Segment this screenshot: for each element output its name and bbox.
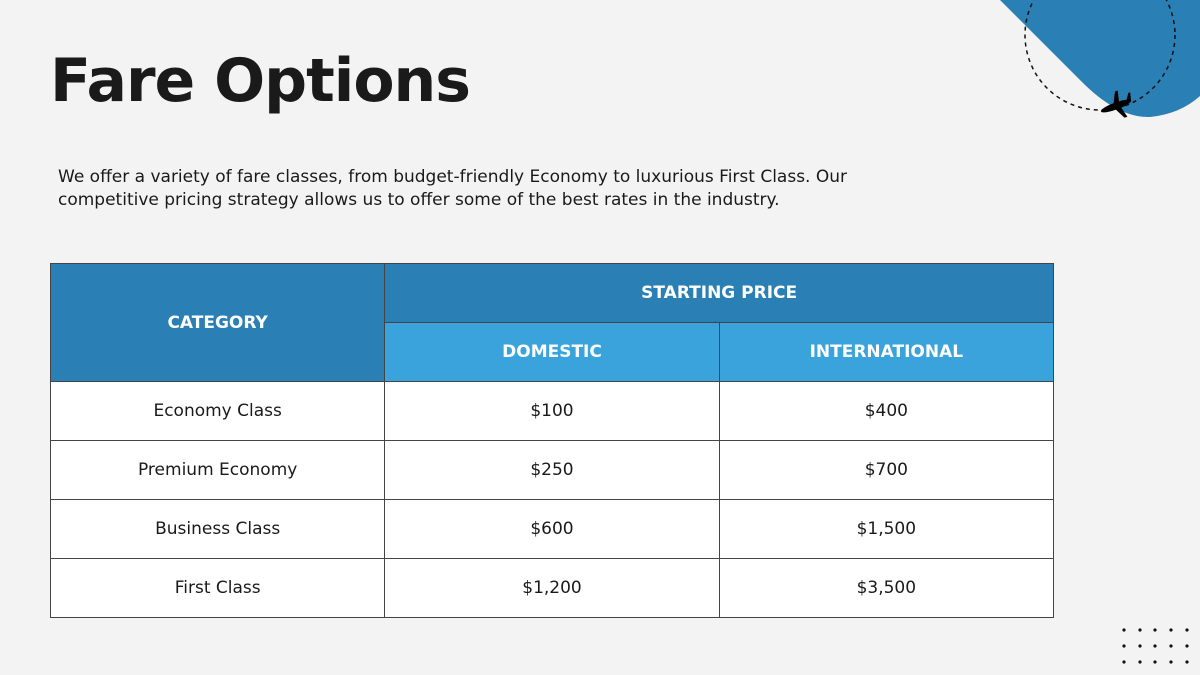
airplane-icon <box>1100 90 1132 118</box>
domestic-price: $250 <box>384 440 720 500</box>
category-cell: Economy Class <box>49 381 386 441</box>
header-international: INTERNATIONAL <box>718 322 1055 382</box>
domestic-price: $1,200 <box>384 558 720 618</box>
header-category: CATEGORY <box>49 263 386 382</box>
table-row: First Class $1,200 $3,500 <box>49 558 1055 618</box>
international-price: $400 <box>718 381 1055 441</box>
domestic-price: $100 <box>384 381 720 441</box>
blue-corner-shape <box>1000 0 1200 118</box>
table-row: Premium Economy $250 $700 <box>49 440 1055 500</box>
header-starting-price: STARTING PRICE <box>384 263 1054 323</box>
international-price: $700 <box>718 440 1055 500</box>
international-price: $3,500 <box>718 558 1055 618</box>
description: We offer a variety of fare classes, from… <box>58 167 848 210</box>
dashed-flight-path <box>1024 0 1176 111</box>
domestic-price: $600 <box>384 499 720 559</box>
page-title: Fare Options <box>50 46 471 116</box>
fare-table: CATEGORY STARTING PRICE DOMESTIC INTERNA… <box>49 263 1055 618</box>
international-price: $1,500 <box>718 499 1055 559</box>
dot-grid <box>1122 628 1189 664</box>
category-cell: Premium Economy <box>49 440 386 500</box>
header-domestic: DOMESTIC <box>384 322 720 382</box>
table-row: Economy Class $100 $400 <box>49 381 1055 441</box>
category-cell: Business Class <box>49 499 386 559</box>
category-cell: First Class <box>49 558 386 618</box>
table-row: Business Class $600 $1,500 <box>49 499 1055 559</box>
